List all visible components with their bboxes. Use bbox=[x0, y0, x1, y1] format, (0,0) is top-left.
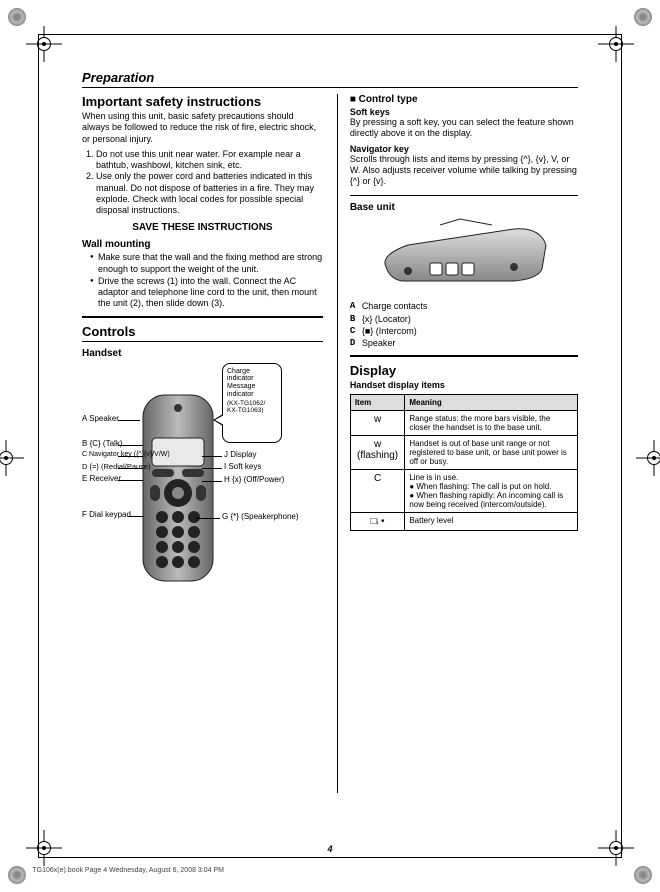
controls-heading: Controls bbox=[82, 324, 323, 339]
balloon-line2: Message indicator bbox=[227, 383, 277, 398]
navigator-text: Scrolls through lists and items by press… bbox=[350, 154, 578, 188]
table-meaning-1: Range status: the more bars visible, the… bbox=[405, 411, 578, 436]
base-callout-b: B{x} (Locator) bbox=[350, 314, 578, 325]
wall-mounting-heading: Wall mounting bbox=[82, 239, 323, 250]
callout-f: F Dial keypad bbox=[82, 511, 131, 520]
callout-i: I Soft keys bbox=[224, 463, 261, 472]
crosshair-right bbox=[636, 440, 660, 476]
column-left: Important safety instructions When using… bbox=[82, 94, 323, 793]
table-row: w Range status: the more bars visible, t… bbox=[350, 411, 577, 436]
table-item-2: w (flashing) bbox=[350, 436, 405, 470]
table-item-1: w bbox=[350, 411, 405, 436]
control-type-heading: ■ Control type bbox=[350, 94, 578, 105]
wall-item-2: Drive the screws (1) into the wall. Conn… bbox=[90, 276, 323, 310]
controls-subrule bbox=[82, 341, 323, 342]
base-callout-a: ACharge contacts bbox=[350, 301, 578, 312]
callout-c: C Navigator key ({^}{v}/V/W) bbox=[82, 451, 170, 459]
softkeys-heading: Soft keys bbox=[350, 107, 578, 117]
wall-item-1: Make sure that the wall and the fixing m… bbox=[90, 252, 323, 275]
base-callout-d: DSpeaker bbox=[350, 338, 578, 349]
softkeys-text: By pressing a soft key, you can select t… bbox=[350, 117, 578, 140]
table-meaning-4: Battery level bbox=[405, 513, 578, 531]
display-table: Item Meaning w Range status: the more ba… bbox=[350, 394, 578, 531]
page-number: 4 bbox=[82, 844, 578, 854]
page-section-title: Preparation bbox=[82, 70, 578, 85]
display-section-rule bbox=[350, 355, 578, 357]
balloon-note: (KX-TG1062/ KX-TG1063) bbox=[227, 400, 277, 414]
crosshair-left bbox=[0, 440, 24, 476]
page-content: Preparation Important safety instruction… bbox=[82, 70, 578, 824]
base-callout-c: C{■} (Intercom) bbox=[350, 326, 578, 337]
base-callout-list: ACharge contacts B{x} (Locator) C{■} (In… bbox=[350, 301, 578, 349]
safety-item-1: Do not use this unit near water. For exa… bbox=[96, 149, 323, 172]
navigator-heading: Navigator key bbox=[350, 144, 578, 154]
base-unit-illustration bbox=[374, 217, 554, 297]
callout-h: H {x} (Off/Power) bbox=[224, 476, 284, 485]
callout-j: J Display bbox=[224, 451, 256, 460]
handset-heading: Handset bbox=[82, 348, 323, 359]
base-rule bbox=[350, 195, 578, 196]
table-item-4: □ᵢ • bbox=[350, 513, 405, 531]
column-right: ■ Control type Soft keys By pressing a s… bbox=[337, 94, 578, 793]
safety-item-2: Use only the power cord and batteries in… bbox=[96, 171, 323, 216]
table-head-meaning: Meaning bbox=[405, 395, 578, 411]
handset-balloon: Charge indicator Message indicator (KX-T… bbox=[222, 363, 282, 443]
callout-e: E Receiver bbox=[82, 475, 121, 484]
header-rule bbox=[82, 87, 578, 88]
wall-mounting-list: Make sure that the wall and the fixing m… bbox=[82, 252, 323, 309]
table-row: □ᵢ • Battery level bbox=[350, 513, 577, 531]
handset-illustration bbox=[138, 393, 218, 583]
table-row: C Line is in use. ● When flashing: The c… bbox=[350, 470, 577, 513]
display-subheading: Handset display items bbox=[350, 380, 578, 390]
table-row: w (flashing) Handset is out of base unit… bbox=[350, 436, 577, 470]
safety-list: Do not use this unit near water. For exa… bbox=[82, 149, 323, 217]
callout-a: A Speaker bbox=[82, 415, 119, 424]
table-meaning-2: Handset is out of base unit range or not… bbox=[405, 436, 578, 470]
callout-b: B {C} (Talk) bbox=[82, 440, 122, 449]
base-unit-heading: Base unit bbox=[350, 202, 578, 213]
table-head-item: Item bbox=[350, 395, 405, 411]
handset-diagram: Charge indicator Message indicator (KX-T… bbox=[82, 363, 323, 603]
table-meaning-3: Line is in use. ● When flashing: The cal… bbox=[405, 470, 578, 513]
display-heading: Display bbox=[350, 363, 578, 378]
safety-intro: When using this unit, basic safety preca… bbox=[82, 111, 323, 145]
table-item-3: C bbox=[350, 470, 405, 513]
safety-heading: Important safety instructions bbox=[82, 94, 323, 109]
section-rule-controls bbox=[82, 316, 323, 318]
save-instructions: SAVE THESE INSTRUCTIONS bbox=[82, 222, 323, 233]
callout-g: G {*} (Speakerphone) bbox=[222, 513, 299, 522]
source-file-stamp: TG106x(e).book Page 4 Wednesday, August … bbox=[32, 867, 627, 874]
balloon-line1: Charge indicator bbox=[227, 368, 277, 383]
